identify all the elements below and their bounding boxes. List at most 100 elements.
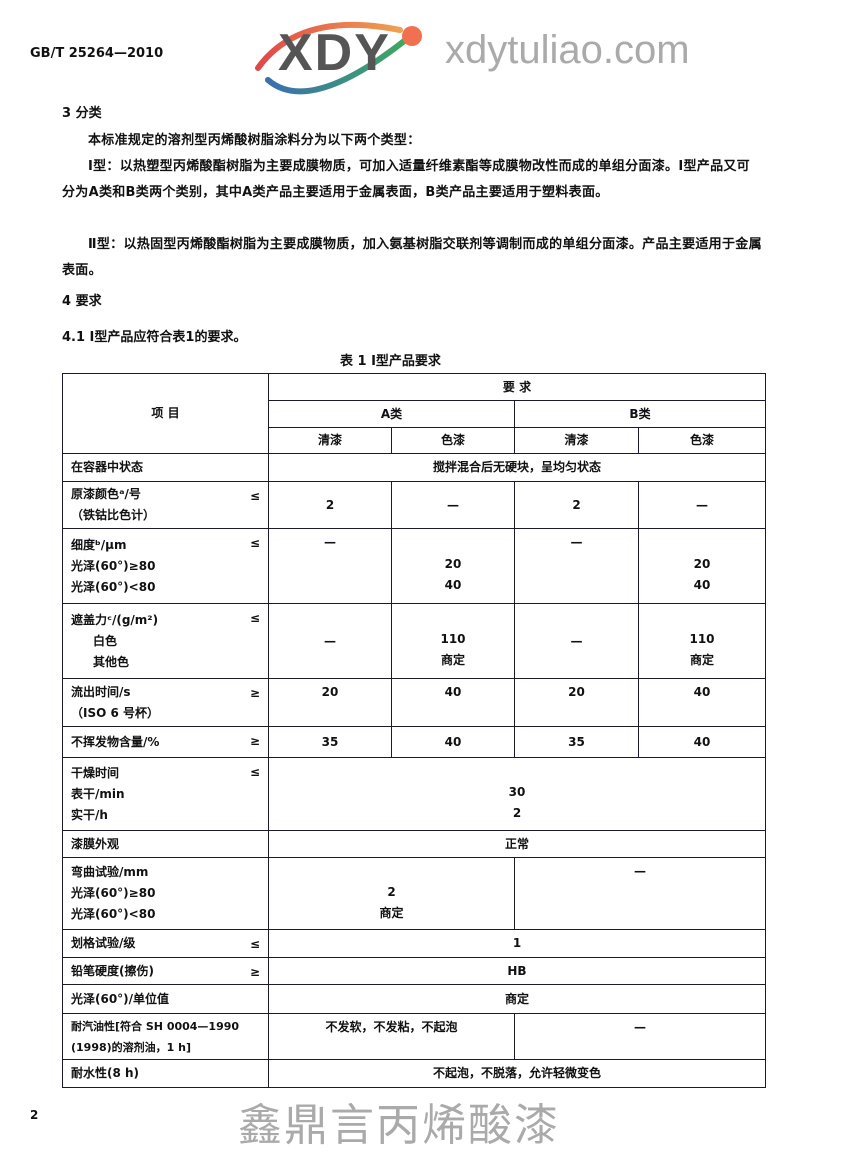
row-subitem: 白色 [93, 633, 118, 648]
watermark-logo-icon: XDY [255, 21, 422, 95]
row-subitem: 光泽(60°)≥80 [71, 886, 156, 900]
header-class-b: B类 [514, 400, 766, 428]
section-4-heading: 4 要求 [62, 294, 102, 309]
row-value: 搅拌混合后无硬块，呈均匀状态 [268, 453, 766, 482]
cell: 40 [444, 578, 462, 592]
table-row: 不挥发物含量/% ≥ 35 40 35 40 [62, 726, 766, 758]
row-item: 铅笔硬度(擦伤) [71, 963, 154, 978]
sign: ≤ [249, 536, 260, 550]
row-subitem: 实干/h [71, 807, 108, 822]
cell: 110 [689, 632, 715, 646]
table-row: 漆膜外观 正常 [62, 830, 766, 858]
cell: 35 [514, 726, 639, 758]
cell: 不起泡，不脱落，允许轻微变色 [268, 1059, 766, 1088]
cell: 商定 [379, 905, 404, 920]
section-3-heading: 3 分类 [62, 106, 102, 121]
cell: 40 [391, 726, 515, 758]
cell: — [514, 857, 766, 930]
sign: ≥ [249, 965, 260, 979]
cell: 不发软，不发粘，不起泡 [268, 1013, 515, 1060]
watermark-url: xdytuliao.com [445, 28, 690, 72]
sign: ≤ [249, 611, 260, 625]
row-item: 划格试验/级 [71, 936, 136, 950]
row-item: 光泽(60°)/单位值 [62, 984, 269, 1014]
cell: 40 [693, 578, 711, 592]
cell: 商定 [268, 984, 766, 1014]
header-b-clear: 清漆 [514, 427, 639, 454]
row-item: 耐水性(8 h) [62, 1059, 269, 1088]
requirements-table: 项 目 要 求 A类 B类 清漆 色漆 清漆 色漆 在容器中状态 搅拌混合后无硬… [62, 373, 766, 1088]
sign: ≥ [249, 686, 260, 700]
table-row: 弯曲试验/mm 光泽(60°)≥80 光泽(60°)<80 2 商定 — [62, 857, 766, 930]
table-row: 光泽(60°)/单位值 商定 [62, 984, 766, 1014]
cell: 商定 [440, 653, 465, 667]
cell: — [391, 481, 515, 529]
sign: ≥ [249, 734, 260, 748]
header-b-color: 色漆 [638, 427, 766, 454]
table-row: 铅笔硬度(擦伤) ≥ HB [62, 957, 766, 985]
cell: 2 [268, 481, 392, 529]
section-3-intro: 本标准规定的溶剂型丙烯酸树脂涂料分为以下两个类型： [88, 133, 421, 148]
cell: 20 [693, 557, 711, 571]
cell: — [638, 481, 766, 529]
cell: 40 [638, 726, 766, 758]
table-row: 在容器中状态 搅拌混合后无硬块，呈均匀状态 [62, 453, 766, 482]
row-item: 弯曲试验/mm [71, 865, 149, 879]
cell: — [514, 603, 639, 679]
table-row: 细度ᵇ/μm 光泽(60°)≥80 光泽(60°)<80 ≤ — 20 40 — 20 4… [62, 528, 766, 604]
cell: 2 [514, 481, 639, 529]
table-caption: 表 1 Ⅰ型产品要求 [340, 354, 441, 369]
page-number: 2 [30, 1108, 39, 1122]
row-subitem: 光泽(60°)<80 [71, 907, 156, 921]
cell: 20 [268, 678, 392, 727]
cell: 20 [514, 678, 639, 727]
section-4-1: 4.1 Ⅰ型产品应符合表1的要求。 [62, 330, 247, 345]
table-row: 原漆颜色ᵃ/号 （铁钴比色计） ≤ 2 — 2 — [62, 481, 766, 529]
cell: 商定 [689, 653, 714, 667]
type-2-description: Ⅱ型：以热固型丙烯酸酯树脂为主要成膜物质，加入氨基树脂交联剂等调制而成的单组分面… [62, 237, 762, 278]
row-subitem: 其他色 [93, 654, 130, 669]
sign: ≤ [249, 489, 260, 503]
header-item: 项 目 [62, 373, 269, 454]
cell: — [514, 1013, 766, 1060]
standard-number: GB/T 25264—2010 [30, 46, 164, 61]
row-item-cont: (1998)的溶剂油，1 h] [71, 1040, 192, 1054]
cell: 20 [444, 557, 462, 571]
row-item: 耐汽油性[符合 SH 0004—1990 [71, 1019, 240, 1033]
watermark-name: 鑫鼎言丙烯酸漆 [238, 1100, 560, 1151]
header-class-a: A类 [268, 400, 515, 428]
row-item-note: （ISO 6 号杯） [71, 705, 160, 720]
row-item: 细度ᵇ/μm [71, 537, 127, 552]
table-row: 干燥时间 表干/min 实干/h ≤ 30 2 [62, 757, 766, 831]
cell: 40 [391, 678, 515, 727]
cell: 正常 [268, 830, 766, 858]
table-row: 耐汽油性[符合 SH 0004—1990 (1998)的溶剂油，1 h] 不发软，… [62, 1013, 766, 1060]
cell: — [268, 603, 392, 679]
sign: ≤ [249, 937, 260, 951]
cell: 2 [387, 884, 396, 899]
row-item: 原漆颜色ᵃ/号 [71, 487, 141, 501]
cell: 2 [512, 806, 522, 820]
table-row: 耐水性(8 h) 不起泡，不脱落，允许轻微变色 [62, 1059, 766, 1088]
cell: 1 [268, 929, 766, 958]
cell: 35 [268, 726, 392, 758]
table-row: 流出时间/s （ISO 6 号杯） ≥ 20 40 20 40 [62, 678, 766, 727]
cell: 110 [440, 632, 466, 646]
header-requirements: 要 求 [268, 373, 766, 401]
row-item: 在容器中状态 [62, 453, 269, 482]
sign: ≤ [249, 765, 260, 779]
cell: — [514, 528, 639, 604]
row-item-note: （铁钴比色计） [71, 508, 156, 522]
cell: HB [268, 957, 766, 985]
row-item: 漆膜外观 [62, 830, 269, 858]
row-item: 流出时间/s [71, 684, 131, 699]
row-item: 不挥发物含量/% [71, 734, 160, 749]
header-a-color: 色漆 [391, 427, 515, 454]
watermark-logo-text: XDY [278, 24, 391, 82]
cell: 40 [638, 678, 766, 727]
cell: — [268, 528, 392, 604]
row-subitem: 光泽(60°)<80 [71, 579, 156, 594]
table-row: 遮盖力ᶜ/(g/m²) 白色其他色 ≤ — 110 商定 — 110 商定 [62, 603, 766, 679]
row-item: 遮盖力ᶜ/(g/m²) [71, 612, 159, 627]
row-subitem: 光泽(60°)≥80 [71, 558, 156, 573]
